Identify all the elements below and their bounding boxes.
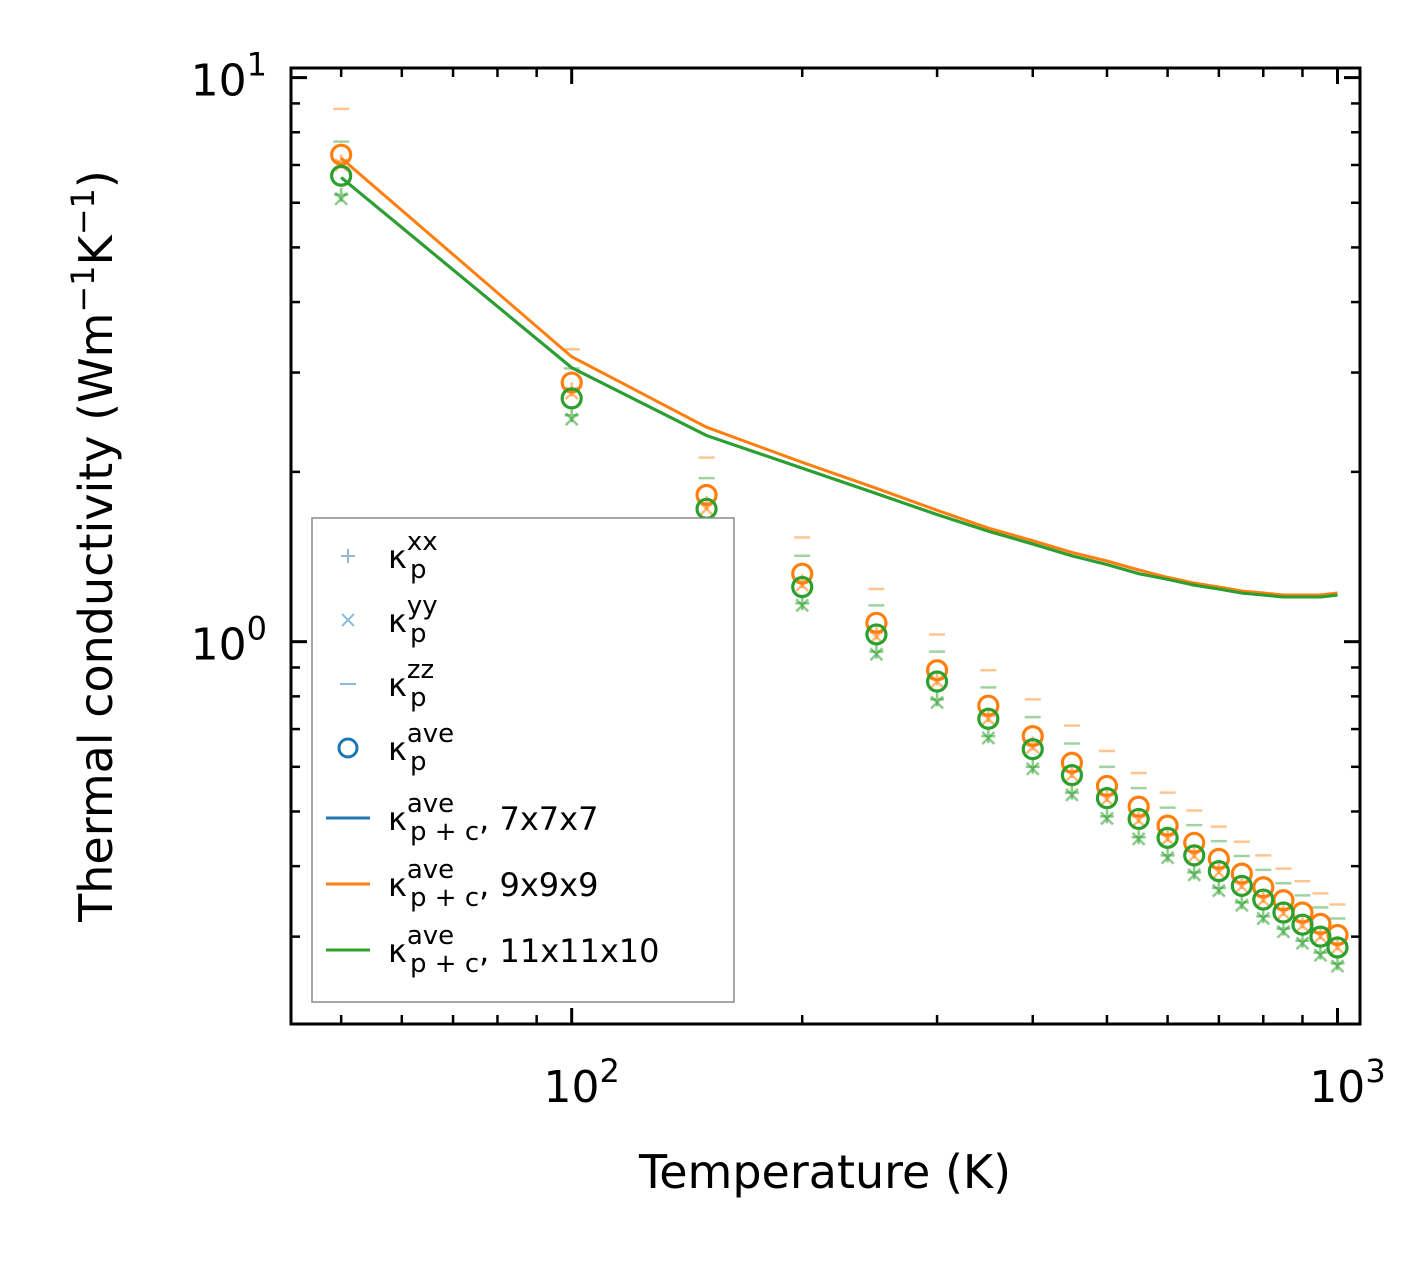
kappa-ave-marker <box>791 562 814 585</box>
kappa-xx-marker <box>869 644 884 659</box>
kappa-yy-marker <box>1276 924 1291 939</box>
kappa-ave-marker <box>1021 738 1044 761</box>
kappa-ave-marker <box>865 623 888 646</box>
kappa-ave-marker <box>560 371 583 394</box>
kappa-xx-marker <box>1295 933 1310 948</box>
kappa-ave-marker <box>1156 826 1179 849</box>
kappa-ave-marker <box>1230 862 1253 885</box>
legend-label: κave p + c, 9x9x9 <box>388 855 598 913</box>
kappa-pc-line-11x11x10 <box>340 176 1338 599</box>
kappa-ave-marker <box>1326 923 1349 947</box>
kappa-ave-marker <box>977 707 1000 730</box>
kappa-yy-marker <box>334 191 349 206</box>
x-tick-label: 102 <box>544 1052 620 1113</box>
kappa-ave-marker <box>1207 847 1230 871</box>
kappa-yy-marker <box>869 647 884 662</box>
kappa-ave-marker <box>925 670 949 693</box>
kappa-ave-marker <box>1230 874 1253 898</box>
kappa-xx-marker <box>1025 759 1040 774</box>
kappa-ave-marker <box>977 694 1000 717</box>
legend-x-icon <box>341 613 355 627</box>
kappa-yy-marker <box>1234 898 1249 913</box>
x-axis-label: Temperature (K) <box>638 1145 1011 1199</box>
kappa-ave-marker <box>1127 795 1150 818</box>
kappa-ave-marker <box>1252 888 1275 911</box>
kappa-ave-marker <box>330 143 353 166</box>
kappa-yy-marker <box>1131 832 1146 846</box>
y-tick-label: 100 <box>191 610 267 671</box>
kappa-yy-marker <box>1295 936 1310 951</box>
kappa-ave-marker <box>1095 787 1119 810</box>
kappa-xx-marker <box>1234 895 1249 910</box>
kappa-ave-marker <box>1021 725 1044 748</box>
kappa-xx-marker <box>1064 785 1079 800</box>
y-tick-label: 101 <box>191 46 267 107</box>
y-axis-label: Thermal conductivity (Wm−1K−1) <box>64 170 123 923</box>
kappa-yy-marker <box>1330 959 1345 973</box>
kappa-ave-marker <box>1252 876 1275 899</box>
legend: κxx p κyy p κzz p κave p κave p + c, 7x7x7 κave p +… <box>311 517 735 1003</box>
kappa-ave-marker <box>330 164 353 187</box>
kappa-yy-marker <box>1211 883 1226 898</box>
legend-label: κxx p <box>388 527 438 585</box>
kappa-ave-marker <box>695 483 718 507</box>
kappa-ave-marker <box>1272 901 1295 924</box>
kappa-yy-marker <box>1100 811 1114 826</box>
kappa-ave-marker <box>1095 774 1119 798</box>
legend-label: κyy p <box>388 591 438 649</box>
kappa-ave-marker <box>1309 925 1332 948</box>
kappa-ave-marker <box>1060 764 1084 787</box>
axis-ticks: 102 103 100 101 <box>191 46 1386 1113</box>
kappa-ave-marker <box>1060 751 1084 774</box>
legend-label: κzz p <box>388 655 434 713</box>
kappa-yy-marker <box>795 598 810 613</box>
kappa-ave-marker <box>865 611 888 634</box>
legend-label: κave p <box>388 719 454 777</box>
kappa-ave-marker <box>1127 807 1150 831</box>
kappa-xx-marker <box>1330 956 1345 971</box>
kappa-pc-line-9x9x9 <box>340 156 1338 597</box>
kappa-yy-marker <box>1065 788 1079 802</box>
kappa-yy-marker <box>1187 867 1202 882</box>
axes-frame <box>289 66 1362 1026</box>
kappa-yy-marker <box>1256 911 1271 926</box>
legend-plus-icon <box>341 549 355 563</box>
plot-area <box>330 107 1349 973</box>
kappa-ave-marker <box>791 575 814 599</box>
kappa-xx-marker <box>981 729 996 744</box>
legend-circle-icon <box>337 737 359 759</box>
x-tick-label: 103 <box>1309 1052 1385 1113</box>
kappa-ave-marker <box>925 659 949 682</box>
kappa-ave-marker <box>1183 844 1206 867</box>
kappa-yy-marker <box>1025 761 1040 776</box>
kappa-ave-marker <box>1291 913 1314 936</box>
legend-box <box>311 517 735 1003</box>
kappa-xx-marker <box>1187 865 1202 880</box>
kappa-yy-marker <box>981 731 996 745</box>
kappa-xx-marker <box>1099 809 1114 824</box>
kappa-yy-marker <box>1160 850 1175 865</box>
kappa-ave-marker <box>560 387 583 410</box>
kappa-xx-marker <box>1160 848 1175 863</box>
kappa-ave-marker <box>1156 814 1179 837</box>
legend-label: κave p + c, 11x11x10 <box>388 921 660 979</box>
kappa-yy-marker <box>930 695 944 710</box>
kappa-xx-marker <box>930 692 945 707</box>
kappa-ave-marker <box>1183 831 1206 854</box>
kappa-xx-marker <box>1211 880 1226 895</box>
kappa-xx-marker <box>1313 945 1328 960</box>
kappa-xx-marker <box>1256 909 1271 924</box>
kappa-ave-marker <box>1207 859 1230 883</box>
kappa-xx-marker <box>795 596 810 611</box>
kappa-ave-marker <box>1326 936 1349 959</box>
legend-label: κave p + c, 7x7x7 <box>388 789 598 847</box>
kappa-yy-marker <box>1313 948 1328 963</box>
kappa-yy-marker <box>564 412 579 427</box>
